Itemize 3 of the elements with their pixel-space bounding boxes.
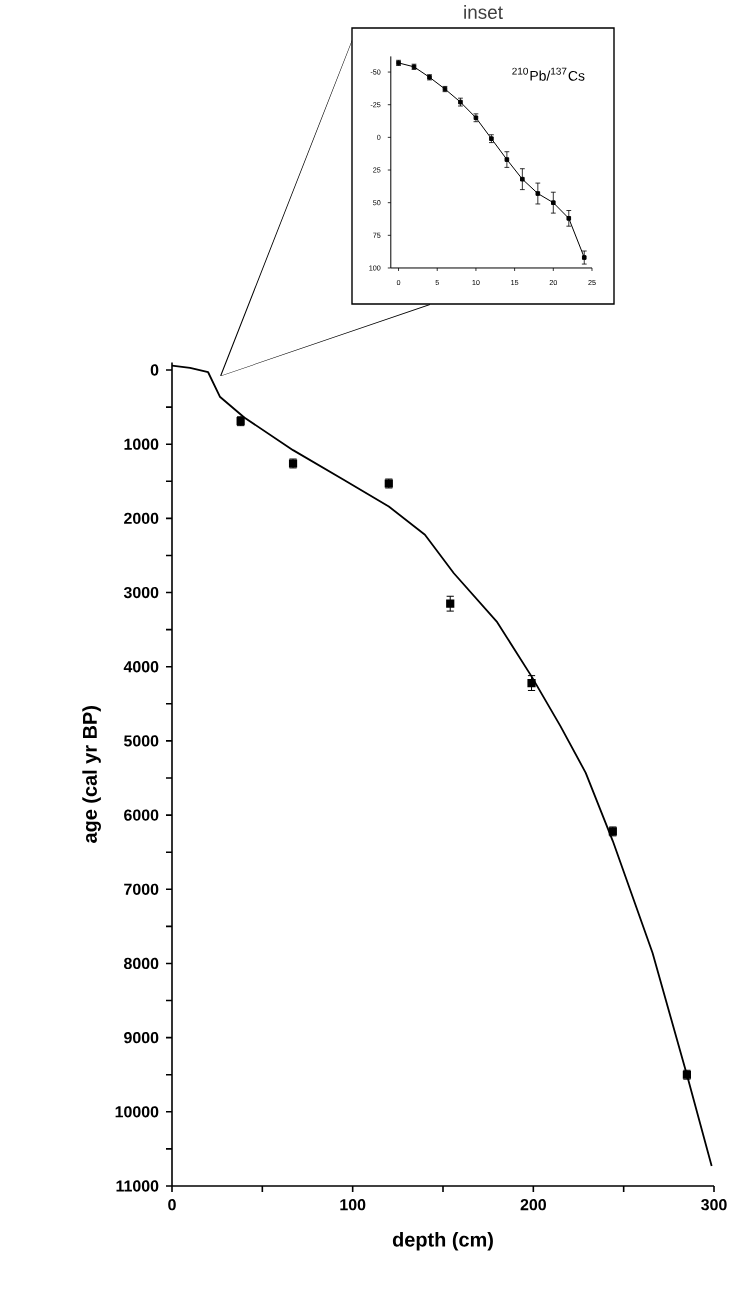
chart-title: inset (464, 5, 503, 19)
y-axis-title: age (cal yr BP) (82, 706, 101, 843)
x-axis-title: depth (cm) (392, 1232, 493, 1251)
